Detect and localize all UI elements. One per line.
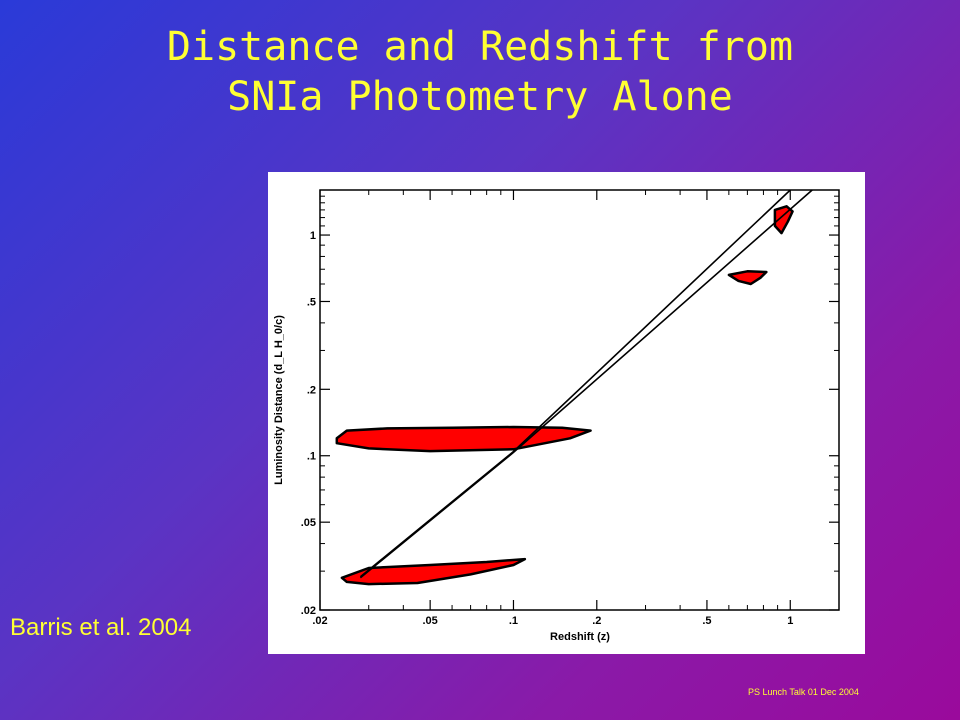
confidence-contour-4 (773, 205, 794, 235)
confidence-contour-3 (727, 270, 768, 286)
x-tick-label: .2 (592, 615, 601, 627)
figure-panel: .02.05.1.2.5 1.02.05.1.2.5 1 Redshift (z) … (268, 172, 865, 654)
model-line-2 (359, 189, 791, 578)
tick-group: .02 .05 .1 .2 .5 1 .02 .05 .1 .2 .5 1 (301, 190, 839, 627)
y-tick-label: .05 (301, 517, 316, 529)
x-tick-label: .05 (422, 615, 437, 627)
y-tick-label: .1 (307, 451, 316, 463)
title-line-2: SNIa Photometry Alone (227, 74, 733, 120)
y-axis-label: Luminosity Distance (d_L H_0/c) (273, 315, 285, 485)
slide-title: Distance and Redshift from SNIa Photomet… (0, 22, 960, 122)
y-tick-label: 1 (310, 230, 316, 242)
x-tick-label: .1 (509, 615, 518, 627)
confidence-contour-1 (335, 425, 592, 453)
x-tick-label: .5 (702, 615, 711, 627)
confidence-contour-2 (340, 557, 527, 586)
model-line-1 (359, 189, 813, 579)
footer-text: PS Lunch Talk 01 Dec 2004 (748, 687, 859, 697)
x-tick-label: .02 (312, 615, 327, 627)
y-tick-label: .5 (307, 296, 316, 308)
y-tick-label: .02 (301, 605, 316, 617)
citation: Barris et al. 2004 (10, 614, 192, 641)
hubble-diagram-chart: .02.05.1.2.5 1.02.05.1.2.51 Redshift (z) … (273, 189, 840, 643)
x-tick-label: 1 (787, 615, 793, 627)
x-axis-label: Redshift (z) (550, 631, 610, 643)
model-line-group (359, 189, 813, 579)
y-tick-label: .2 (307, 384, 316, 396)
title-line-1: Distance and Redshift from (166, 24, 794, 70)
contour-group (335, 205, 794, 586)
plot-frame (319, 189, 840, 611)
